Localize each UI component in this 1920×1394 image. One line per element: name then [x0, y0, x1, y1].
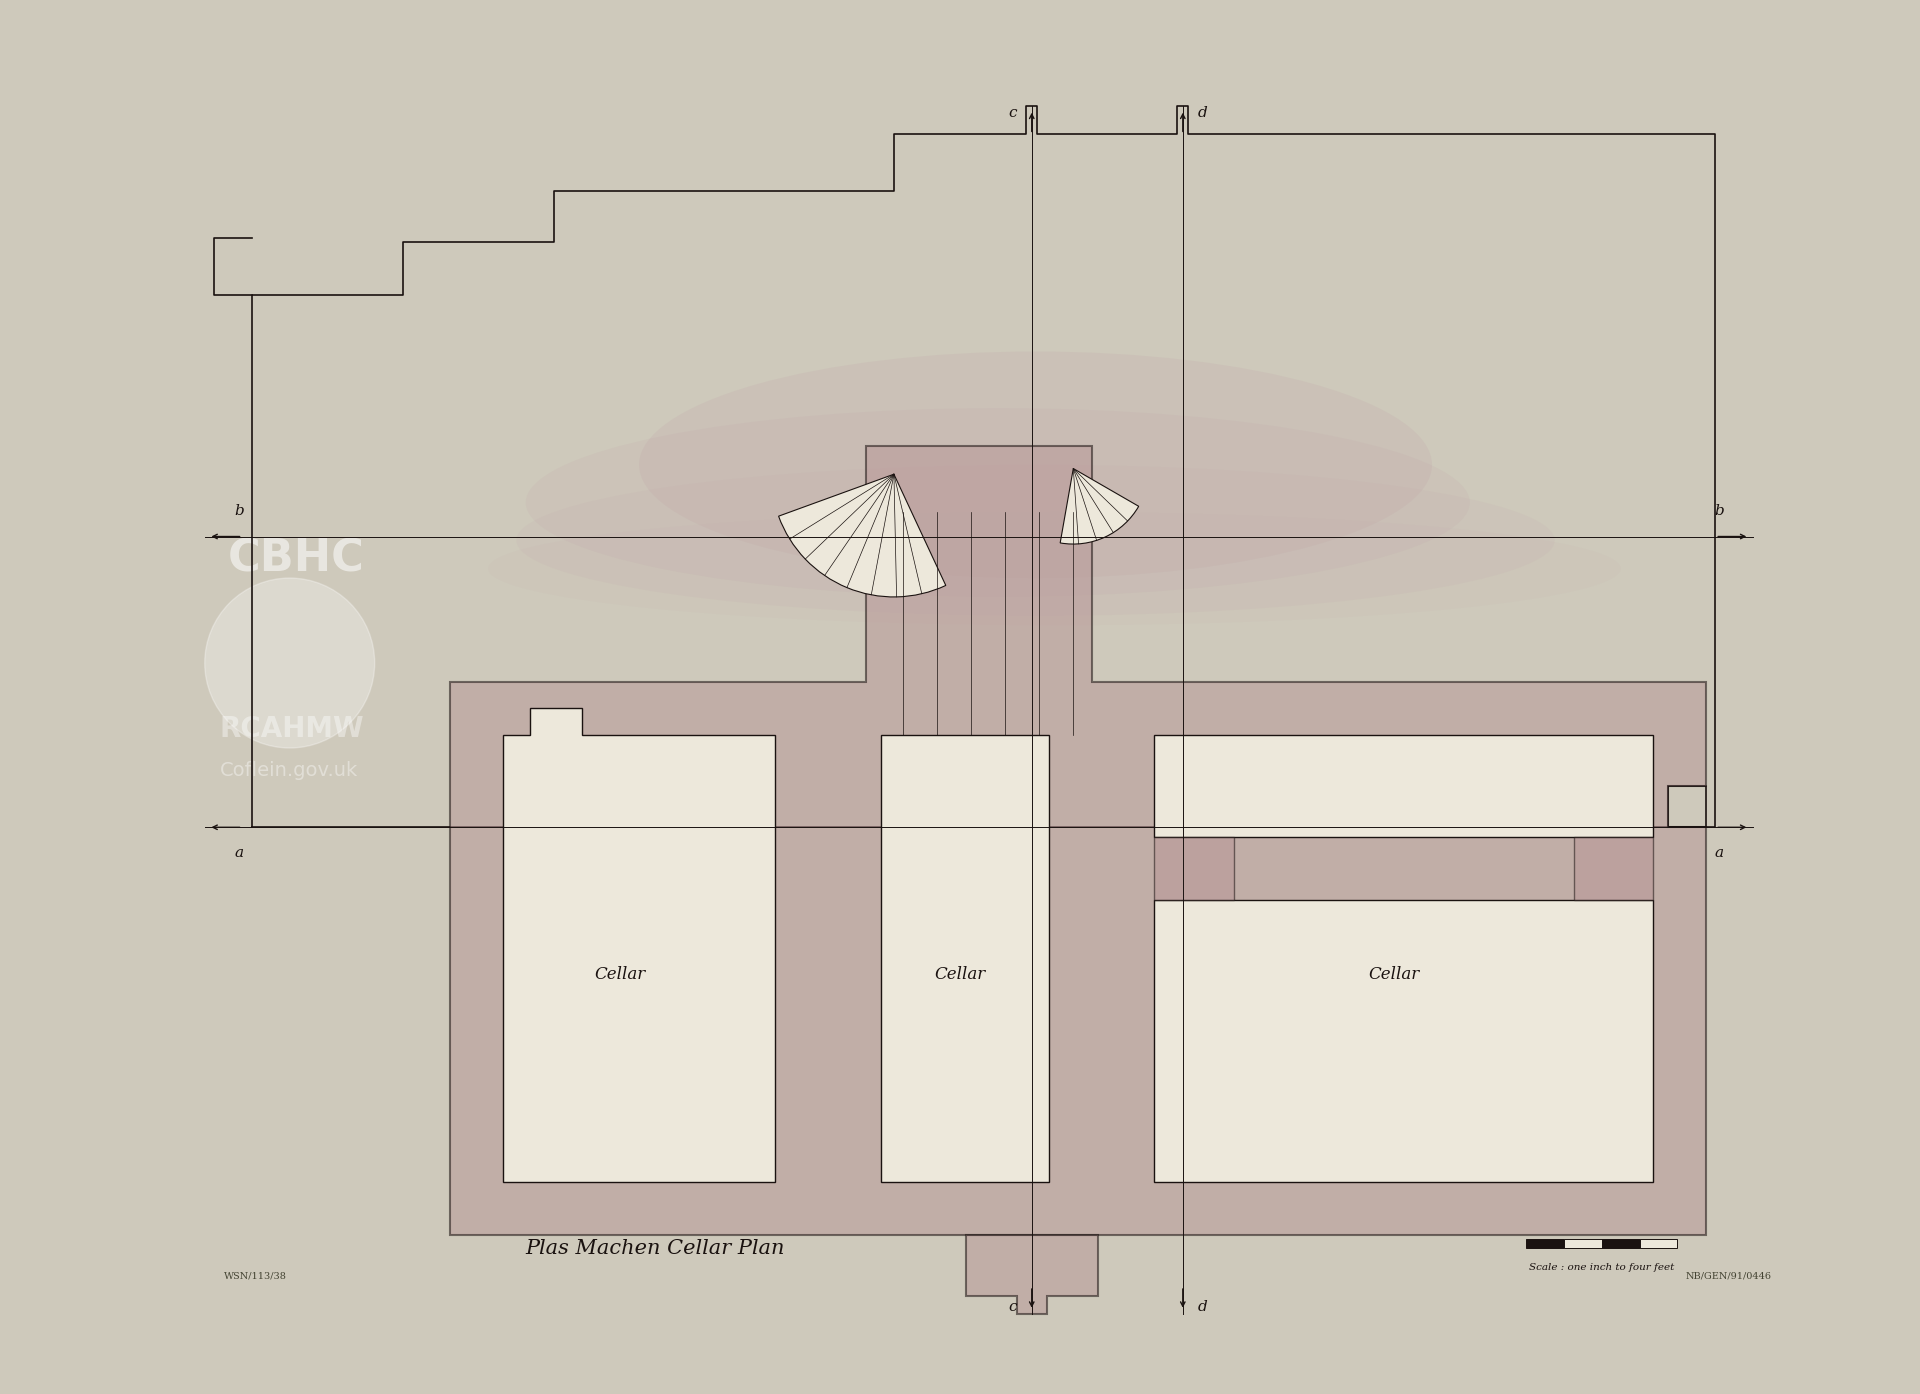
Text: a: a	[234, 846, 244, 860]
Text: Cellar: Cellar	[1369, 966, 1421, 983]
Text: a: a	[1715, 846, 1724, 860]
Polygon shape	[449, 446, 1705, 1235]
Text: Cellar: Cellar	[595, 966, 645, 983]
Text: Cellar: Cellar	[935, 966, 985, 983]
Text: b: b	[1715, 503, 1724, 517]
Bar	[1601, 1239, 1640, 1249]
Text: RCAHMW: RCAHMW	[221, 715, 365, 743]
Polygon shape	[1154, 836, 1235, 901]
Text: CBHC: CBHC	[227, 538, 365, 581]
Ellipse shape	[488, 512, 1620, 626]
Wedge shape	[780, 474, 947, 597]
Text: c: c	[1008, 1301, 1018, 1315]
Text: WSN/113/38: WSN/113/38	[223, 1271, 286, 1281]
Wedge shape	[1060, 468, 1139, 544]
Ellipse shape	[526, 408, 1471, 597]
Polygon shape	[881, 735, 1048, 1182]
Text: NB/GEN/91/0446: NB/GEN/91/0446	[1686, 1271, 1772, 1281]
Polygon shape	[1154, 735, 1653, 836]
Bar	[1565, 1239, 1601, 1249]
Text: Coflein.gov.uk: Coflein.gov.uk	[221, 761, 359, 781]
Circle shape	[205, 579, 374, 749]
Bar	[1640, 1239, 1678, 1249]
Polygon shape	[503, 708, 776, 1182]
Text: d: d	[1198, 106, 1208, 120]
Text: Plas Machen Cellar Plan: Plas Machen Cellar Plan	[526, 1239, 785, 1257]
Polygon shape	[1154, 901, 1653, 1182]
Polygon shape	[966, 1235, 1098, 1315]
Text: c: c	[1008, 106, 1018, 120]
Text: Scale : one inch to four feet: Scale : one inch to four feet	[1530, 1263, 1674, 1273]
Text: b: b	[234, 503, 244, 517]
Ellipse shape	[516, 464, 1555, 616]
Ellipse shape	[639, 351, 1432, 579]
Bar	[1526, 1239, 1565, 1249]
Polygon shape	[1574, 836, 1653, 901]
Text: d: d	[1198, 1301, 1208, 1315]
